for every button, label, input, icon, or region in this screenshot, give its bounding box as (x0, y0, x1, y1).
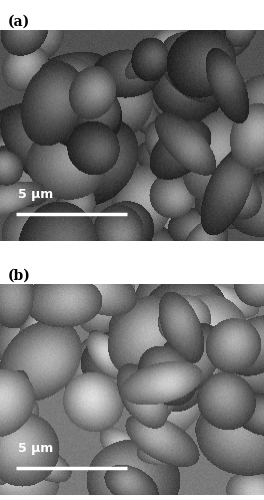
Text: (a): (a) (8, 15, 30, 29)
Text: (b): (b) (8, 269, 31, 283)
Text: 5 μm: 5 μm (18, 442, 54, 455)
Text: 5 μm: 5 μm (18, 188, 54, 201)
